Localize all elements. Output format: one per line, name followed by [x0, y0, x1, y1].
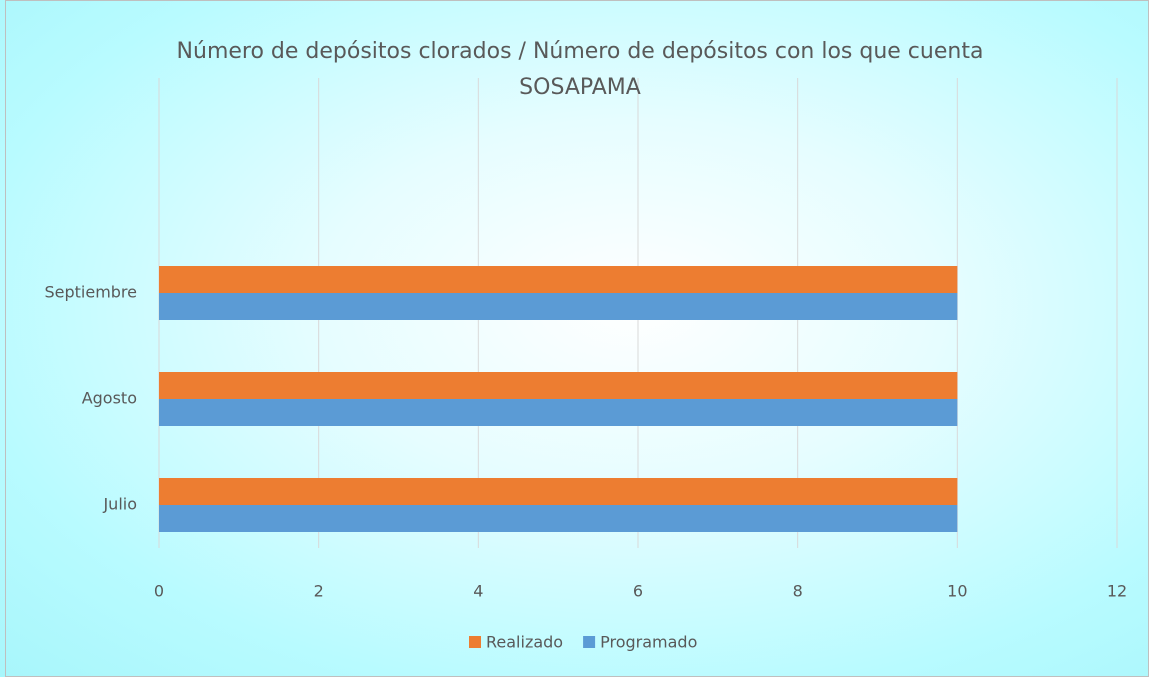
bar	[159, 293, 958, 320]
y-tick-label: Julio	[102, 495, 137, 514]
bar	[159, 505, 958, 532]
x-tick-label: 12	[1107, 582, 1127, 601]
legend-label: Programado	[600, 633, 697, 652]
bar	[159, 399, 958, 426]
y-tick-label: Agosto	[82, 389, 137, 408]
y-tick-label: Septiembre	[44, 283, 137, 302]
legend-swatch	[469, 636, 481, 648]
bar	[159, 266, 958, 293]
legend-swatch	[583, 636, 596, 648]
x-tick-label: 6	[633, 582, 643, 601]
x-tick-label: 4	[473, 582, 483, 601]
x-tick-label: 8	[793, 582, 803, 601]
x-tick-label: 2	[314, 582, 324, 601]
bar	[159, 372, 958, 399]
chart-title: Número de depósitos clorados / Número de…	[176, 39, 984, 100]
x-tick-label: 10	[947, 582, 967, 601]
legend-label: Realizado	[486, 633, 563, 652]
bar	[159, 478, 958, 505]
x-tick-label: 0	[154, 582, 164, 601]
